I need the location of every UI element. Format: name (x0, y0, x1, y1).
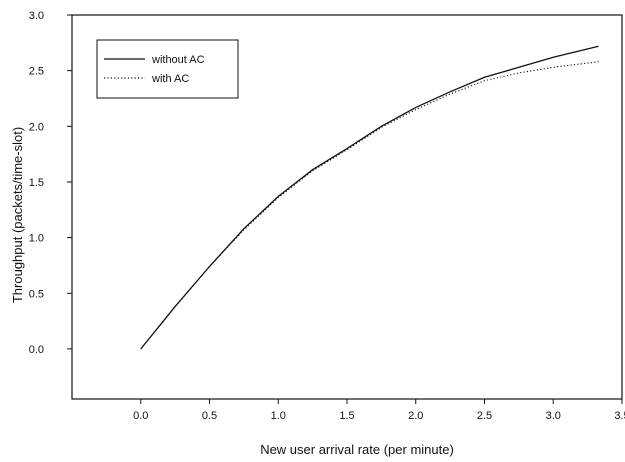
y-tick-label: 0.5 (29, 288, 44, 300)
x-tick-label: 3.5 (614, 410, 625, 422)
y-tick-label: 0.0 (29, 344, 44, 356)
x-tick-label: 2.0 (408, 410, 423, 422)
y-tick-label: 1.5 (29, 177, 44, 189)
x-axis-title: New user arrival rate (per minute) (260, 442, 454, 457)
series-layer (140, 45, 599, 350)
x-tick-label: 1.0 (271, 410, 286, 422)
y-tick-label: 2.5 (29, 66, 44, 78)
legend-label: with AC (151, 73, 189, 85)
y-axis: 0.0 0.5 1.0 1.5 2.0 2.5 3.0 (29, 10, 72, 356)
x-tick-label: 0.5 (202, 410, 217, 422)
y-tick-label: 2.0 (29, 121, 44, 133)
x-tick-label: 0.0 (133, 410, 148, 422)
x-tick-label: 3.0 (546, 410, 561, 422)
y-tick-label: 3.0 (29, 10, 44, 22)
series-line-with-ac (140, 61, 599, 350)
x-axis: 0.0 0.5 1.0 1.5 2.0 2.5 3.0 3.5 (133, 399, 625, 422)
y-tick-label: 1.0 (29, 233, 44, 245)
legend-label: without AC (151, 54, 205, 66)
x-tick-label: 2.5 (477, 410, 492, 422)
x-tick-label: 1.5 (339, 410, 354, 422)
legend: without AC with AC (96, 39, 239, 99)
legend-box (96, 39, 239, 99)
y-axis-title: Throughput (packets/time-slot) (10, 127, 25, 303)
